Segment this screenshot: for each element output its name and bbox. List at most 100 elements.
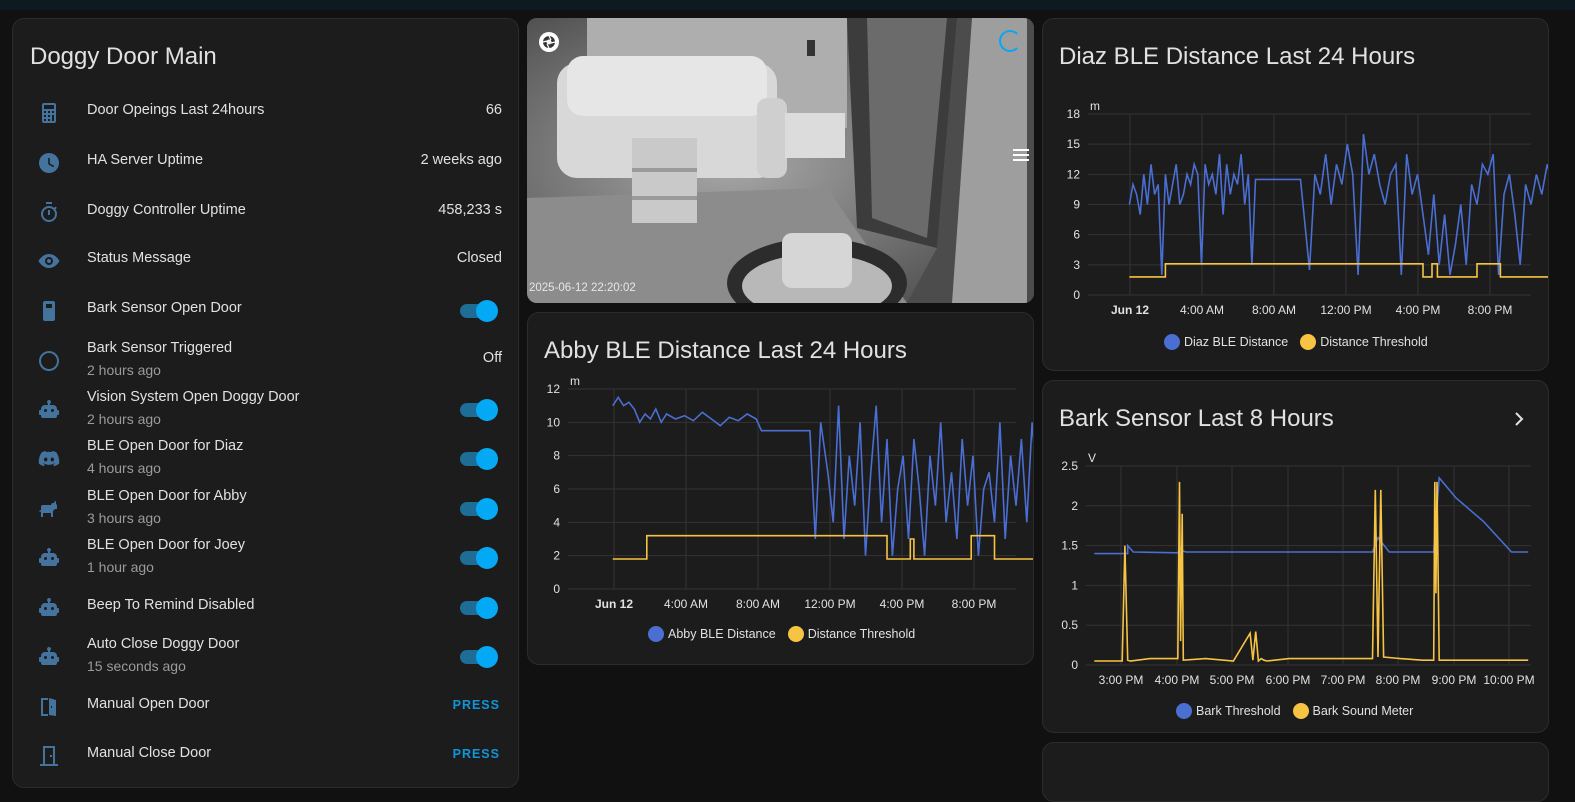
x-tick-label: 4:00 PM bbox=[880, 597, 925, 611]
x-tick-label: 10:00 PM bbox=[1483, 673, 1534, 687]
entity-name: Beep To Remind Disabled bbox=[87, 597, 255, 613]
entity-row[interactable]: Bark Sensor Open Door bbox=[13, 289, 518, 333]
series-line-primary[interactable] bbox=[1128, 133, 1549, 276]
entity-value: 2 weeks ago bbox=[420, 152, 502, 168]
camera-feed[interactable]: 2025-06-12 22:20:02 bbox=[527, 18, 1034, 303]
legend-label: Bark Threshold bbox=[1196, 704, 1281, 718]
chart-legend: Abby BLE Distance Distance Threshold bbox=[648, 626, 915, 642]
entity-name: Auto Close Doggy Door bbox=[87, 636, 240, 652]
press-button[interactable]: PRESS bbox=[452, 698, 500, 712]
y-tick-label: 2.5 bbox=[1061, 459, 1078, 473]
bark-chart-card: Bark Sensor Last 8 Hours 0 0.5 1 1.5 2 2.5 V 3:… bbox=[1042, 380, 1549, 733]
toggle-switch[interactable] bbox=[458, 547, 498, 569]
x-tick-label: Jun 12 bbox=[595, 597, 633, 611]
entity-row[interactable]: Status Message Closed bbox=[13, 239, 518, 283]
entity-row[interactable]: BLE Open Door for Abby 3 hours ago bbox=[13, 487, 518, 531]
entity-row[interactable]: Doggy Controller Uptime 458,233 s bbox=[13, 191, 518, 235]
chart-title: Bark Sensor Last 8 Hours bbox=[1059, 405, 1334, 432]
toggle-switch[interactable] bbox=[458, 399, 498, 421]
press-button[interactable]: PRESS bbox=[452, 747, 500, 761]
y-tick-label: 3 bbox=[1073, 258, 1080, 272]
toggle-switch[interactable] bbox=[458, 646, 498, 668]
y-tick-label: 4 bbox=[553, 515, 560, 529]
y-tick-label: 10 bbox=[547, 415, 561, 429]
entity-value: Closed bbox=[456, 250, 502, 266]
x-tick-label: 8:00 AM bbox=[1252, 303, 1296, 317]
toggle-switch[interactable] bbox=[458, 448, 498, 470]
calculator-icon bbox=[37, 101, 61, 125]
toggle-switch[interactable] bbox=[458, 498, 498, 520]
legend-label: Bark Sound Meter bbox=[1312, 704, 1414, 718]
legend-item[interactable]: Distance Threshold bbox=[787, 626, 915, 642]
entity-row[interactable]: Vision System Open Doggy Door 2 hours ago bbox=[13, 388, 518, 432]
x-tick-label: 4:00 AM bbox=[1180, 303, 1224, 317]
diaz-chart: 0 3 6 9 12 15 18 m Jun 12 4:00 AM 8:00 AM 12:00 PM 4… bbox=[1067, 99, 1549, 317]
series-line-secondary[interactable] bbox=[1129, 263, 1549, 278]
x-tick-label: 8:00 PM bbox=[952, 597, 997, 611]
legend-item[interactable]: Diaz BLE Distance bbox=[1164, 334, 1288, 350]
entity-row[interactable]: BLE Open Door for Diaz 4 hours ago bbox=[13, 437, 518, 481]
series-line-primary[interactable] bbox=[1094, 475, 1529, 555]
series-line-primary[interactable] bbox=[612, 395, 1034, 556]
diaz-chart-card: Diaz BLE Distance Last 24 Hours 0 3 6 9 12 15… bbox=[1042, 18, 1549, 371]
legend-item[interactable]: Bark Sound Meter bbox=[1292, 703, 1414, 719]
x-tick-label: 8:00 PM bbox=[1376, 673, 1421, 687]
robot-icon bbox=[37, 645, 61, 669]
menu-icon[interactable] bbox=[1013, 149, 1029, 163]
x-tick-label: 6:00 PM bbox=[1266, 673, 1311, 687]
legend-label: Diaz BLE Distance bbox=[1184, 335, 1289, 349]
series-line-secondary[interactable] bbox=[612, 534, 1034, 560]
y-unit-label: V bbox=[1088, 451, 1096, 465]
x-tick-label: 4:00 PM bbox=[1155, 673, 1200, 687]
top-bar bbox=[0, 0, 1575, 10]
entity-last-changed: 2 hours ago bbox=[87, 362, 161, 378]
entity-row[interactable]: Beep To Remind Disabled bbox=[13, 586, 518, 630]
legend-item[interactable]: Distance Threshold bbox=[1300, 334, 1428, 350]
legend-item[interactable]: Bark Threshold bbox=[1176, 703, 1281, 719]
y-tick-label: 15 bbox=[1067, 137, 1081, 151]
chart-legend: Diaz BLE Distance Distance Threshold bbox=[1164, 334, 1428, 350]
entity-name: Manual Close Door bbox=[87, 745, 212, 761]
entity-last-changed: 1 hour ago bbox=[87, 559, 154, 575]
robot-icon bbox=[37, 546, 61, 570]
eye-icon bbox=[37, 249, 61, 273]
y-tick-label: 0 bbox=[553, 582, 560, 596]
entity-row[interactable]: Bark Sensor Triggered 2 hours ago Off bbox=[13, 339, 518, 383]
entity-row[interactable]: Auto Close Doggy Door 15 seconds ago bbox=[13, 635, 518, 679]
chevron-right-icon[interactable] bbox=[1511, 411, 1527, 427]
entity-name: HA Server Uptime bbox=[87, 152, 204, 168]
entity-last-changed: 15 seconds ago bbox=[87, 658, 186, 674]
legend-item[interactable]: Abby BLE Distance bbox=[648, 626, 776, 642]
toggle-switch[interactable] bbox=[458, 597, 498, 619]
x-tick-label: Jun 12 bbox=[1111, 303, 1149, 317]
robot-icon bbox=[37, 596, 61, 620]
entity-name: Status Message bbox=[87, 250, 191, 266]
y-tick-label: 8 bbox=[553, 449, 560, 463]
toggle-switch[interactable] bbox=[458, 300, 498, 322]
chart-title: Abby BLE Distance Last 24 Hours bbox=[544, 337, 907, 364]
entity-last-changed: 3 hours ago bbox=[87, 510, 161, 526]
entity-name: Bark Sensor Triggered bbox=[87, 340, 233, 356]
entity-row[interactable]: Door Opeings Last 24hours 66 bbox=[13, 91, 518, 135]
entity-name: BLE Open Door for Joey bbox=[87, 537, 245, 553]
camera-iris-icon[interactable] bbox=[539, 32, 559, 52]
y-tick-label: 0.5 bbox=[1061, 618, 1078, 632]
entity-row[interactable]: Manual Open Door PRESS bbox=[13, 685, 518, 729]
robot-icon bbox=[37, 398, 61, 422]
y-tick-label: 1.5 bbox=[1061, 539, 1078, 553]
entity-row[interactable]: BLE Open Door for Joey 1 hour ago bbox=[13, 536, 518, 580]
entity-name: Vision System Open Doggy Door bbox=[87, 389, 300, 405]
timer-icon bbox=[37, 201, 61, 225]
entity-value: Off bbox=[482, 350, 502, 366]
chart-legend: Bark Threshold Bark Sound Meter bbox=[1176, 703, 1413, 719]
series-line-secondary[interactable] bbox=[1094, 481, 1529, 663]
entity-name: Manual Open Door bbox=[87, 696, 210, 712]
y-unit-label: m bbox=[570, 374, 580, 388]
y-tick-label: 12 bbox=[547, 382, 561, 396]
y-unit-label: m bbox=[1090, 99, 1100, 113]
entity-row[interactable]: Manual Close Door PRESS bbox=[13, 734, 518, 778]
entity-row[interactable]: HA Server Uptime 2 weeks ago bbox=[13, 141, 518, 185]
partial-card bbox=[1042, 742, 1549, 802]
y-tick-label: 6 bbox=[1073, 228, 1080, 242]
entity-last-changed: 4 hours ago bbox=[87, 460, 161, 476]
